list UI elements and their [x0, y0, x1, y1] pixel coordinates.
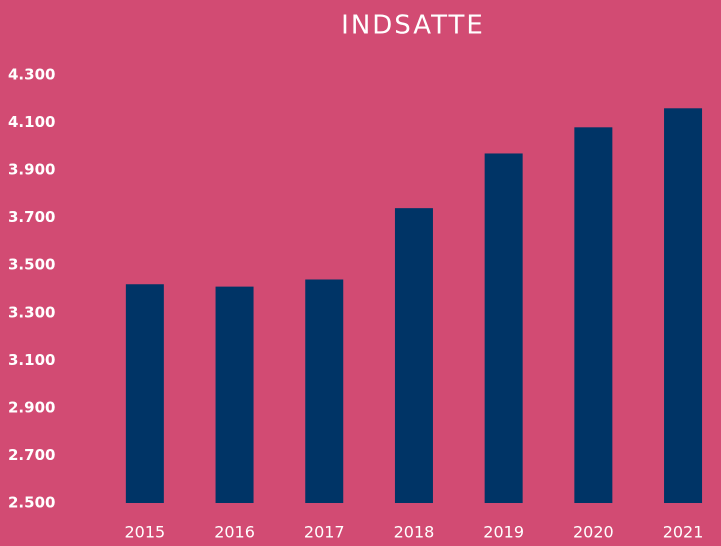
bar — [305, 279, 344, 503]
bar — [574, 127, 613, 504]
bar — [125, 284, 164, 503]
y-tick-label: 4.300 — [8, 66, 55, 84]
bar — [215, 286, 254, 503]
y-tick-label: 3.500 — [8, 256, 55, 274]
x-tick-label: 2018 — [394, 523, 435, 542]
y-tick-label: 3.900 — [8, 161, 55, 179]
y-tick-label: 3.700 — [8, 208, 55, 226]
y-tick-label: 2.700 — [8, 446, 55, 464]
y-tick-label: 3.300 — [8, 303, 55, 321]
y-tick-label: 2.900 — [8, 398, 55, 416]
y-tick-label: 2.500 — [8, 494, 55, 512]
x-tick-label: 2021 — [663, 523, 704, 542]
y-tick-label: 4.100 — [8, 113, 55, 131]
bar — [394, 208, 433, 503]
bar — [664, 108, 703, 504]
x-tick-label: 2016 — [214, 523, 255, 542]
bar — [484, 153, 523, 503]
x-tick-label: 2020 — [573, 523, 614, 542]
x-tick-label: 2019 — [483, 523, 524, 542]
x-tick-label: 2015 — [124, 523, 165, 542]
chart-title: INDSATTE — [341, 11, 485, 41]
x-tick-label: 2017 — [304, 523, 345, 542]
y-tick-label: 3.100 — [8, 351, 55, 369]
